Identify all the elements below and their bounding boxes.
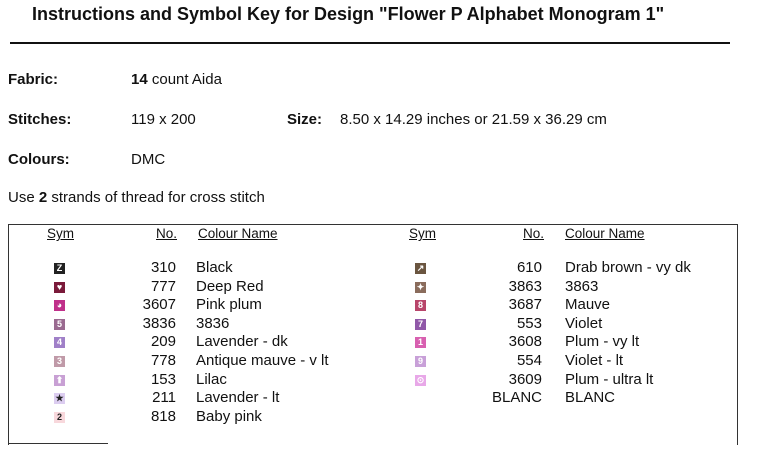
table-row: 3 778 Antique mauve - v lt <box>0 352 360 371</box>
colours-value: DMC <box>131 151 166 168</box>
table-row: ♥ 777 Deep Red <box>0 278 360 297</box>
colour-name: 3836 <box>196 314 230 332</box>
colour-name: Baby pink <box>196 407 262 425</box>
strands-post: strands of thread for cross stitch <box>51 189 265 206</box>
header-colour-name: Colour Name <box>198 226 278 241</box>
color-swatch-icon: 9 <box>415 356 426 367</box>
strands-count: 2 <box>38 189 48 206</box>
table-row: ★ 211 Lavender - lt <box>0 389 360 408</box>
size-label: Size: <box>287 111 323 128</box>
colour-name: Antique mauve - v lt <box>196 352 329 369</box>
color-swatch-icon: ✦ <box>415 281 426 293</box>
stitches-value: 119 x 200 <box>131 111 196 128</box>
table-row: 9 554 Violet - lt <box>370 352 730 371</box>
table-row: 1 3608 Plum - vy lt <box>370 333 730 352</box>
header-no: No. <box>523 226 545 241</box>
dmc-number: 211 <box>152 389 176 407</box>
dmc-number: 153 <box>150 370 176 388</box>
fabric-type: count Aida <box>151 71 222 88</box>
colour-name: Deep Red <box>196 277 264 295</box>
header-sym: Sym <box>47 226 74 241</box>
colour-name: Lilac <box>196 370 227 388</box>
color-swatch-icon: ♥ <box>54 281 65 293</box>
colour-name: Violet <box>565 314 603 332</box>
dmc-number: 553 <box>516 314 542 332</box>
dmc-number: 3863 <box>508 277 542 295</box>
dmc-number: 554 <box>516 352 542 369</box>
color-swatch-icon: 5 <box>54 318 65 330</box>
dmc-number: 778 <box>150 352 176 369</box>
table-row: ✦ 3863 3863 <box>370 278 730 297</box>
colour-name: Mauve <box>565 296 611 314</box>
color-swatch-icon: ⬆ <box>54 374 65 386</box>
table-row: ↗ 610 Drab brown - vy dk <box>370 259 730 278</box>
page-title: Instructions and Symbol Key for Design "… <box>32 4 665 24</box>
colours-label: Colours: <box>8 151 70 168</box>
table-row: 8 3687 Mauve <box>370 296 730 315</box>
colour-name: BLANC <box>565 389 616 407</box>
header-colour-name: Colour Name <box>565 226 645 241</box>
colour-name: Lavender - lt <box>196 389 280 407</box>
strands-note: Use 2 strands of thread for cross stitch <box>8 189 265 206</box>
strands-pre: Use <box>8 189 35 206</box>
color-swatch-icon: 3 <box>54 356 65 367</box>
colour-name: Violet - lt <box>565 352 624 369</box>
stitches-label: Stitches: <box>8 111 72 128</box>
table-row: 5 3836 3836 <box>0 315 360 334</box>
colour-name: Plum - ultra lt <box>565 370 654 388</box>
dmc-number: 209 <box>150 333 176 351</box>
divider <box>8 443 108 444</box>
dmc-number: 3607 <box>142 296 176 314</box>
table-row: 4 209 Lavender - dk <box>0 333 360 352</box>
color-swatch-icon: 1 <box>415 337 426 349</box>
dmc-number: BLANC <box>491 389 542 407</box>
dmc-number: 310 <box>150 259 176 276</box>
color-swatch-icon: ★ <box>54 393 65 405</box>
color-swatch-icon: ◕ <box>54 300 65 312</box>
colour-name: Pink plum <box>196 296 262 314</box>
table-row: ◕ 3607 Pink plum <box>0 296 360 315</box>
dmc-number: 818 <box>150 407 176 425</box>
fabric-value: 14 count Aida <box>131 71 222 88</box>
colour-name: Plum - vy lt <box>565 333 640 351</box>
dmc-number: 3609 <box>508 370 542 388</box>
divider <box>10 42 730 44</box>
color-swatch-icon: 4 <box>54 337 65 349</box>
symbol-key-table <box>8 224 738 445</box>
dmc-number: 777 <box>150 277 176 295</box>
header-sym: Sym <box>409 226 436 241</box>
table-row: 2 818 Baby pink <box>0 408 360 427</box>
colour-name: 3863 <box>565 277 599 295</box>
size-value: 8.50 x 14.29 inches or 21.59 x 36.29 cm <box>340 111 607 128</box>
color-swatch-icon: 2 <box>54 411 65 423</box>
dmc-number: 610 <box>516 259 542 276</box>
fabric-label: Fabric: <box>8 71 59 88</box>
color-swatch-icon: ↗ <box>415 263 426 274</box>
color-swatch-icon: 7 <box>415 318 426 330</box>
colour-name: Drab brown - vy dk <box>565 259 691 276</box>
colour-name: Black <box>196 259 233 276</box>
dmc-number: 3687 <box>508 296 542 314</box>
table-row: ⊙ 3609 Plum - ultra lt <box>370 371 730 390</box>
colour-name: Lavender - dk <box>196 333 288 351</box>
table-row: ⬆ 153 Lilac <box>0 371 360 390</box>
color-swatch-icon: ⊙ <box>415 374 426 386</box>
header-no: No. <box>156 226 178 241</box>
color-swatch-icon: Z <box>54 263 65 274</box>
dmc-number: 3608 <box>508 333 542 351</box>
table-row: 7 553 Violet <box>370 315 730 334</box>
color-swatch-icon: 8 <box>415 300 426 312</box>
table-row: BLANC BLANC <box>370 389 730 408</box>
table-row: Z 310 Black <box>0 259 360 278</box>
dmc-number: 3836 <box>142 314 176 332</box>
fabric-count: 14 <box>131 71 148 88</box>
